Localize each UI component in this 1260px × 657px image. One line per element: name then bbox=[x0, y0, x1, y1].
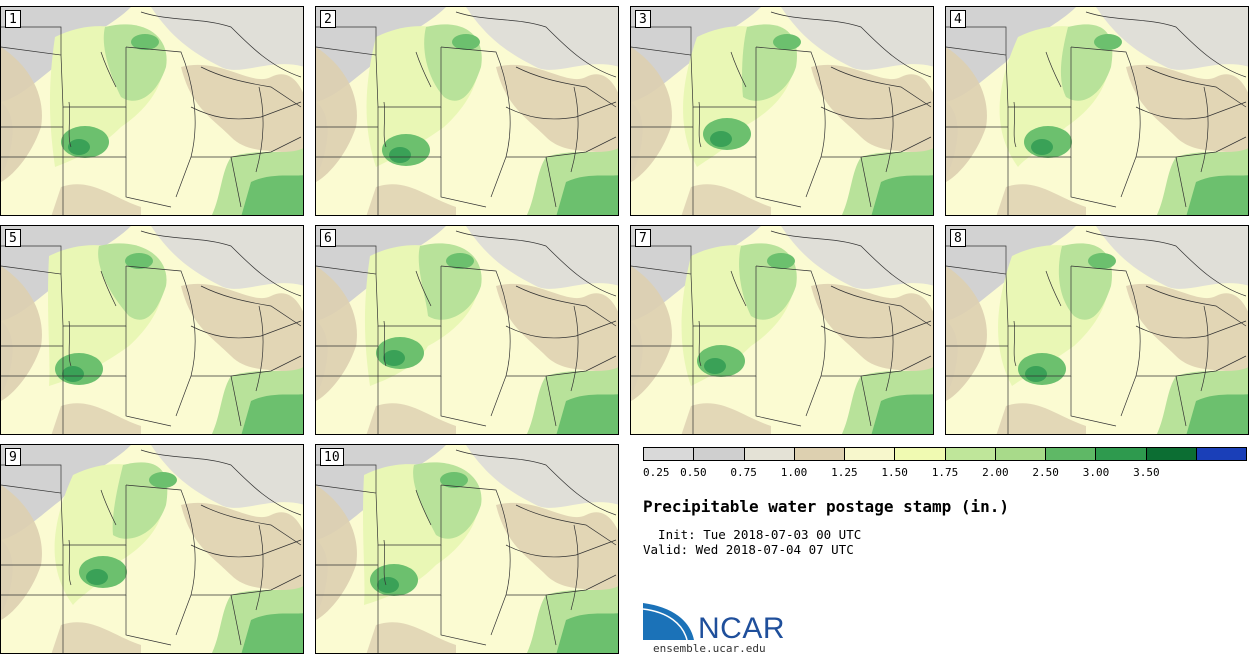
precipitable-water-map bbox=[316, 445, 618, 653]
ensemble-member-map: 8 bbox=[945, 225, 1249, 435]
chart-title: Precipitable water postage stamp (in.) bbox=[643, 497, 1010, 516]
colorbar-segment bbox=[1146, 448, 1197, 460]
member-number-label: 7 bbox=[635, 229, 651, 247]
precipitable-water-map bbox=[946, 226, 1248, 434]
colorbar bbox=[643, 447, 1247, 461]
member-number-label: 10 bbox=[320, 448, 344, 466]
colorbar-segment bbox=[845, 448, 896, 460]
colorbar-tick-label: 0.25 bbox=[643, 466, 670, 479]
precipitable-water-map bbox=[1, 7, 303, 215]
colorbar-ticks: 0.25 0.50 0.75 1.00 1.25 1.50 1.75 2.00 2.50 3.00… bbox=[643, 466, 1247, 480]
colorbar-tick-label: 1.50 bbox=[881, 466, 908, 479]
colorbar-tick-label: 0.75 bbox=[730, 466, 757, 479]
member-number-label: 4 bbox=[950, 10, 966, 28]
precipitable-water-map bbox=[316, 7, 618, 215]
colorbar-tick-label: 3.50 bbox=[1133, 466, 1160, 479]
member-number-label: 2 bbox=[320, 10, 336, 28]
member-number-label: 5 bbox=[5, 229, 21, 247]
precipitable-water-map bbox=[1, 445, 303, 653]
precipitable-water-map bbox=[316, 226, 618, 434]
ensemble-member-map: 7 bbox=[630, 225, 934, 435]
ensemble-member-map: 4 bbox=[945, 6, 1249, 216]
colorbar-segment bbox=[694, 448, 745, 460]
ensemble-member-map: 5 bbox=[0, 225, 304, 435]
ensemble-member-map: 2 bbox=[315, 6, 619, 216]
colorbar-segment bbox=[644, 448, 695, 460]
website-url: ensemble.ucar.edu bbox=[653, 642, 766, 655]
ensemble-member-map: 6 bbox=[315, 225, 619, 435]
logo-text: NCAR bbox=[698, 612, 786, 645]
colorbar-segment bbox=[945, 448, 996, 460]
precipitable-water-map bbox=[1, 226, 303, 434]
colorbar-segment bbox=[744, 448, 795, 460]
ensemble-member-map: 9 bbox=[0, 444, 304, 654]
precipitable-water-map bbox=[946, 7, 1248, 215]
colorbar-segment bbox=[1196, 448, 1246, 460]
colorbar-tick-label: 1.25 bbox=[831, 466, 858, 479]
precipitable-water-map bbox=[631, 7, 933, 215]
member-number-label: 6 bbox=[320, 229, 336, 247]
colorbar-segment bbox=[895, 448, 946, 460]
colorbar-tick-label: 2.50 bbox=[1032, 466, 1059, 479]
precipitable-water-map bbox=[631, 226, 933, 434]
colorbar-segment bbox=[1046, 448, 1097, 460]
ensemble-member-map: 1 bbox=[0, 6, 304, 216]
colorbar-tick-label: 2.00 bbox=[982, 466, 1009, 479]
member-number-label: 1 bbox=[5, 10, 21, 28]
colorbar-tick-label: 1.00 bbox=[780, 466, 808, 479]
ncar-logo-icon bbox=[643, 601, 696, 641]
colorbar-tick-label: 0.50 bbox=[680, 466, 707, 479]
colorbar-tick-label: 1.75 bbox=[931, 466, 959, 479]
member-number-label: 9 bbox=[5, 448, 21, 466]
member-number-label: 3 bbox=[635, 10, 651, 28]
colorbar-segment bbox=[1096, 448, 1147, 460]
member-number-label: 8 bbox=[950, 229, 966, 247]
colorbar-segment bbox=[794, 448, 845, 460]
valid-time: Valid: Wed 2018-07-04 07 UTC bbox=[643, 542, 854, 557]
ensemble-member-map: 10 bbox=[315, 444, 619, 654]
init-time: Init: Tue 2018-07-03 00 UTC bbox=[643, 527, 862, 542]
colorbar-tick-label: 3.00 bbox=[1082, 466, 1110, 479]
colorbar-segment bbox=[995, 448, 1046, 460]
ensemble-member-map: 3 bbox=[630, 6, 934, 216]
